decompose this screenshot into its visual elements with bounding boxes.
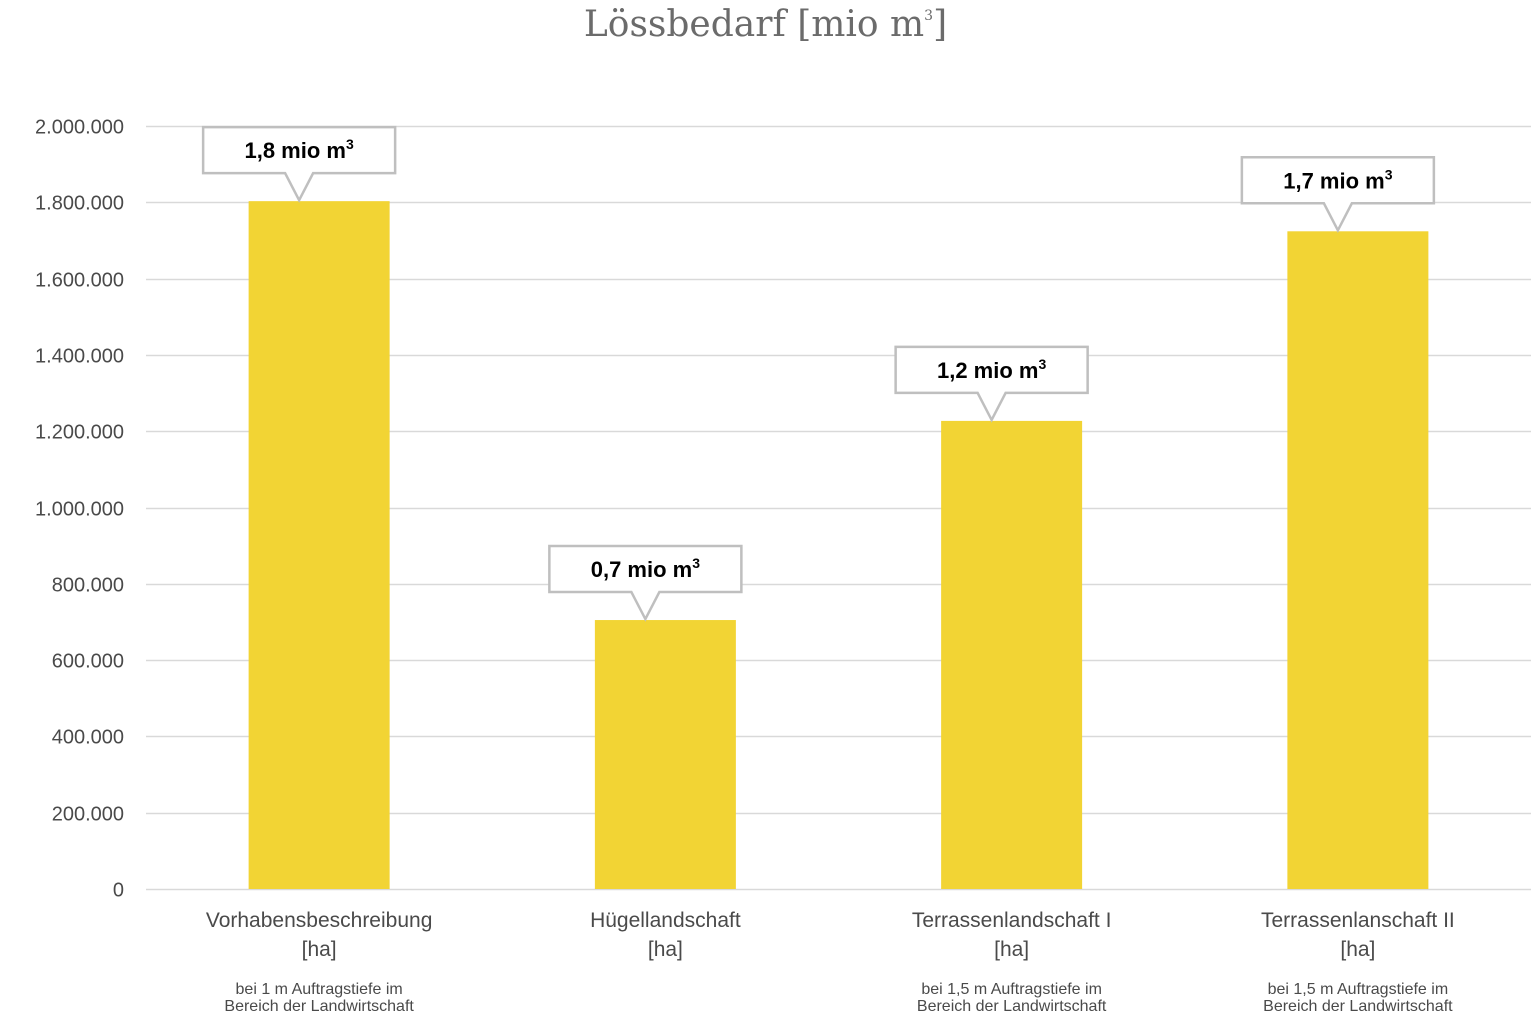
- bar: [941, 420, 1083, 889]
- chart-title-text: Lössbedarf [mio m: [583, 4, 925, 45]
- y-tick-label: 2.000.000: [35, 117, 124, 139]
- x-category-label: Terrassenlanschaft II: [1261, 909, 1455, 932]
- x-category-label: Terrassenlandschaft I: [912, 909, 1112, 932]
- data-label-callout: [894, 345, 1089, 423]
- data-label: 0,7 mio m3: [591, 555, 700, 582]
- x-category-note: Bereich der Landwirtschaft: [917, 998, 1107, 1014]
- y-tick-label: 1.000.000: [35, 499, 124, 521]
- chart-title: Lössbedarf [mio m3]: [0, 4, 1531, 45]
- x-category-label: Vorhabensbeschreibung: [206, 909, 433, 932]
- data-label-callout: [1240, 156, 1436, 234]
- x-category-note: Bereich der Landwirtschaft: [224, 998, 414, 1014]
- x-category-note: bei 1,5 m Auftragstiefe im: [1268, 981, 1449, 998]
- x-category-note: bei 1 m Auftragstiefe im: [236, 981, 403, 998]
- data-label-callout: [548, 544, 743, 622]
- x-category-note: bei 1,5 m Auftragstiefe im: [921, 981, 1102, 998]
- y-tick-label: 1.200.000: [35, 422, 124, 444]
- data-label: 1,2 mio m3: [937, 356, 1046, 383]
- x-category-unit: [ha]: [1340, 938, 1375, 961]
- x-category-label: Hügellandschaft: [590, 909, 741, 932]
- x-category-note: Bereich der Landwirtschaft: [1263, 998, 1453, 1014]
- x-category-unit: [ha]: [648, 938, 683, 961]
- x-category-unit: [ha]: [994, 938, 1029, 961]
- data-label: 1,8 mio m3: [244, 136, 353, 163]
- bar: [248, 201, 390, 889]
- y-tick-label: 1.400.000: [35, 346, 124, 368]
- chart-title-superscript: 3: [924, 8, 934, 24]
- chart-title-suffix: ]: [933, 4, 948, 45]
- bar: [594, 620, 736, 889]
- data-label-callout: [201, 125, 397, 203]
- y-tick-label: 1.600.000: [35, 270, 124, 292]
- y-tick-label: 400.000: [52, 727, 124, 749]
- y-tick-label: 600.000: [52, 651, 124, 673]
- y-tick-label: 1.800.000: [35, 193, 124, 215]
- y-tick-label: 200.000: [52, 804, 124, 826]
- y-tick-label: 0: [113, 880, 124, 902]
- y-tick-label: 800.000: [52, 575, 124, 597]
- bar: [1287, 231, 1429, 889]
- data-label: 1,7 mio m3: [1283, 166, 1392, 193]
- x-category-unit: [ha]: [302, 938, 337, 961]
